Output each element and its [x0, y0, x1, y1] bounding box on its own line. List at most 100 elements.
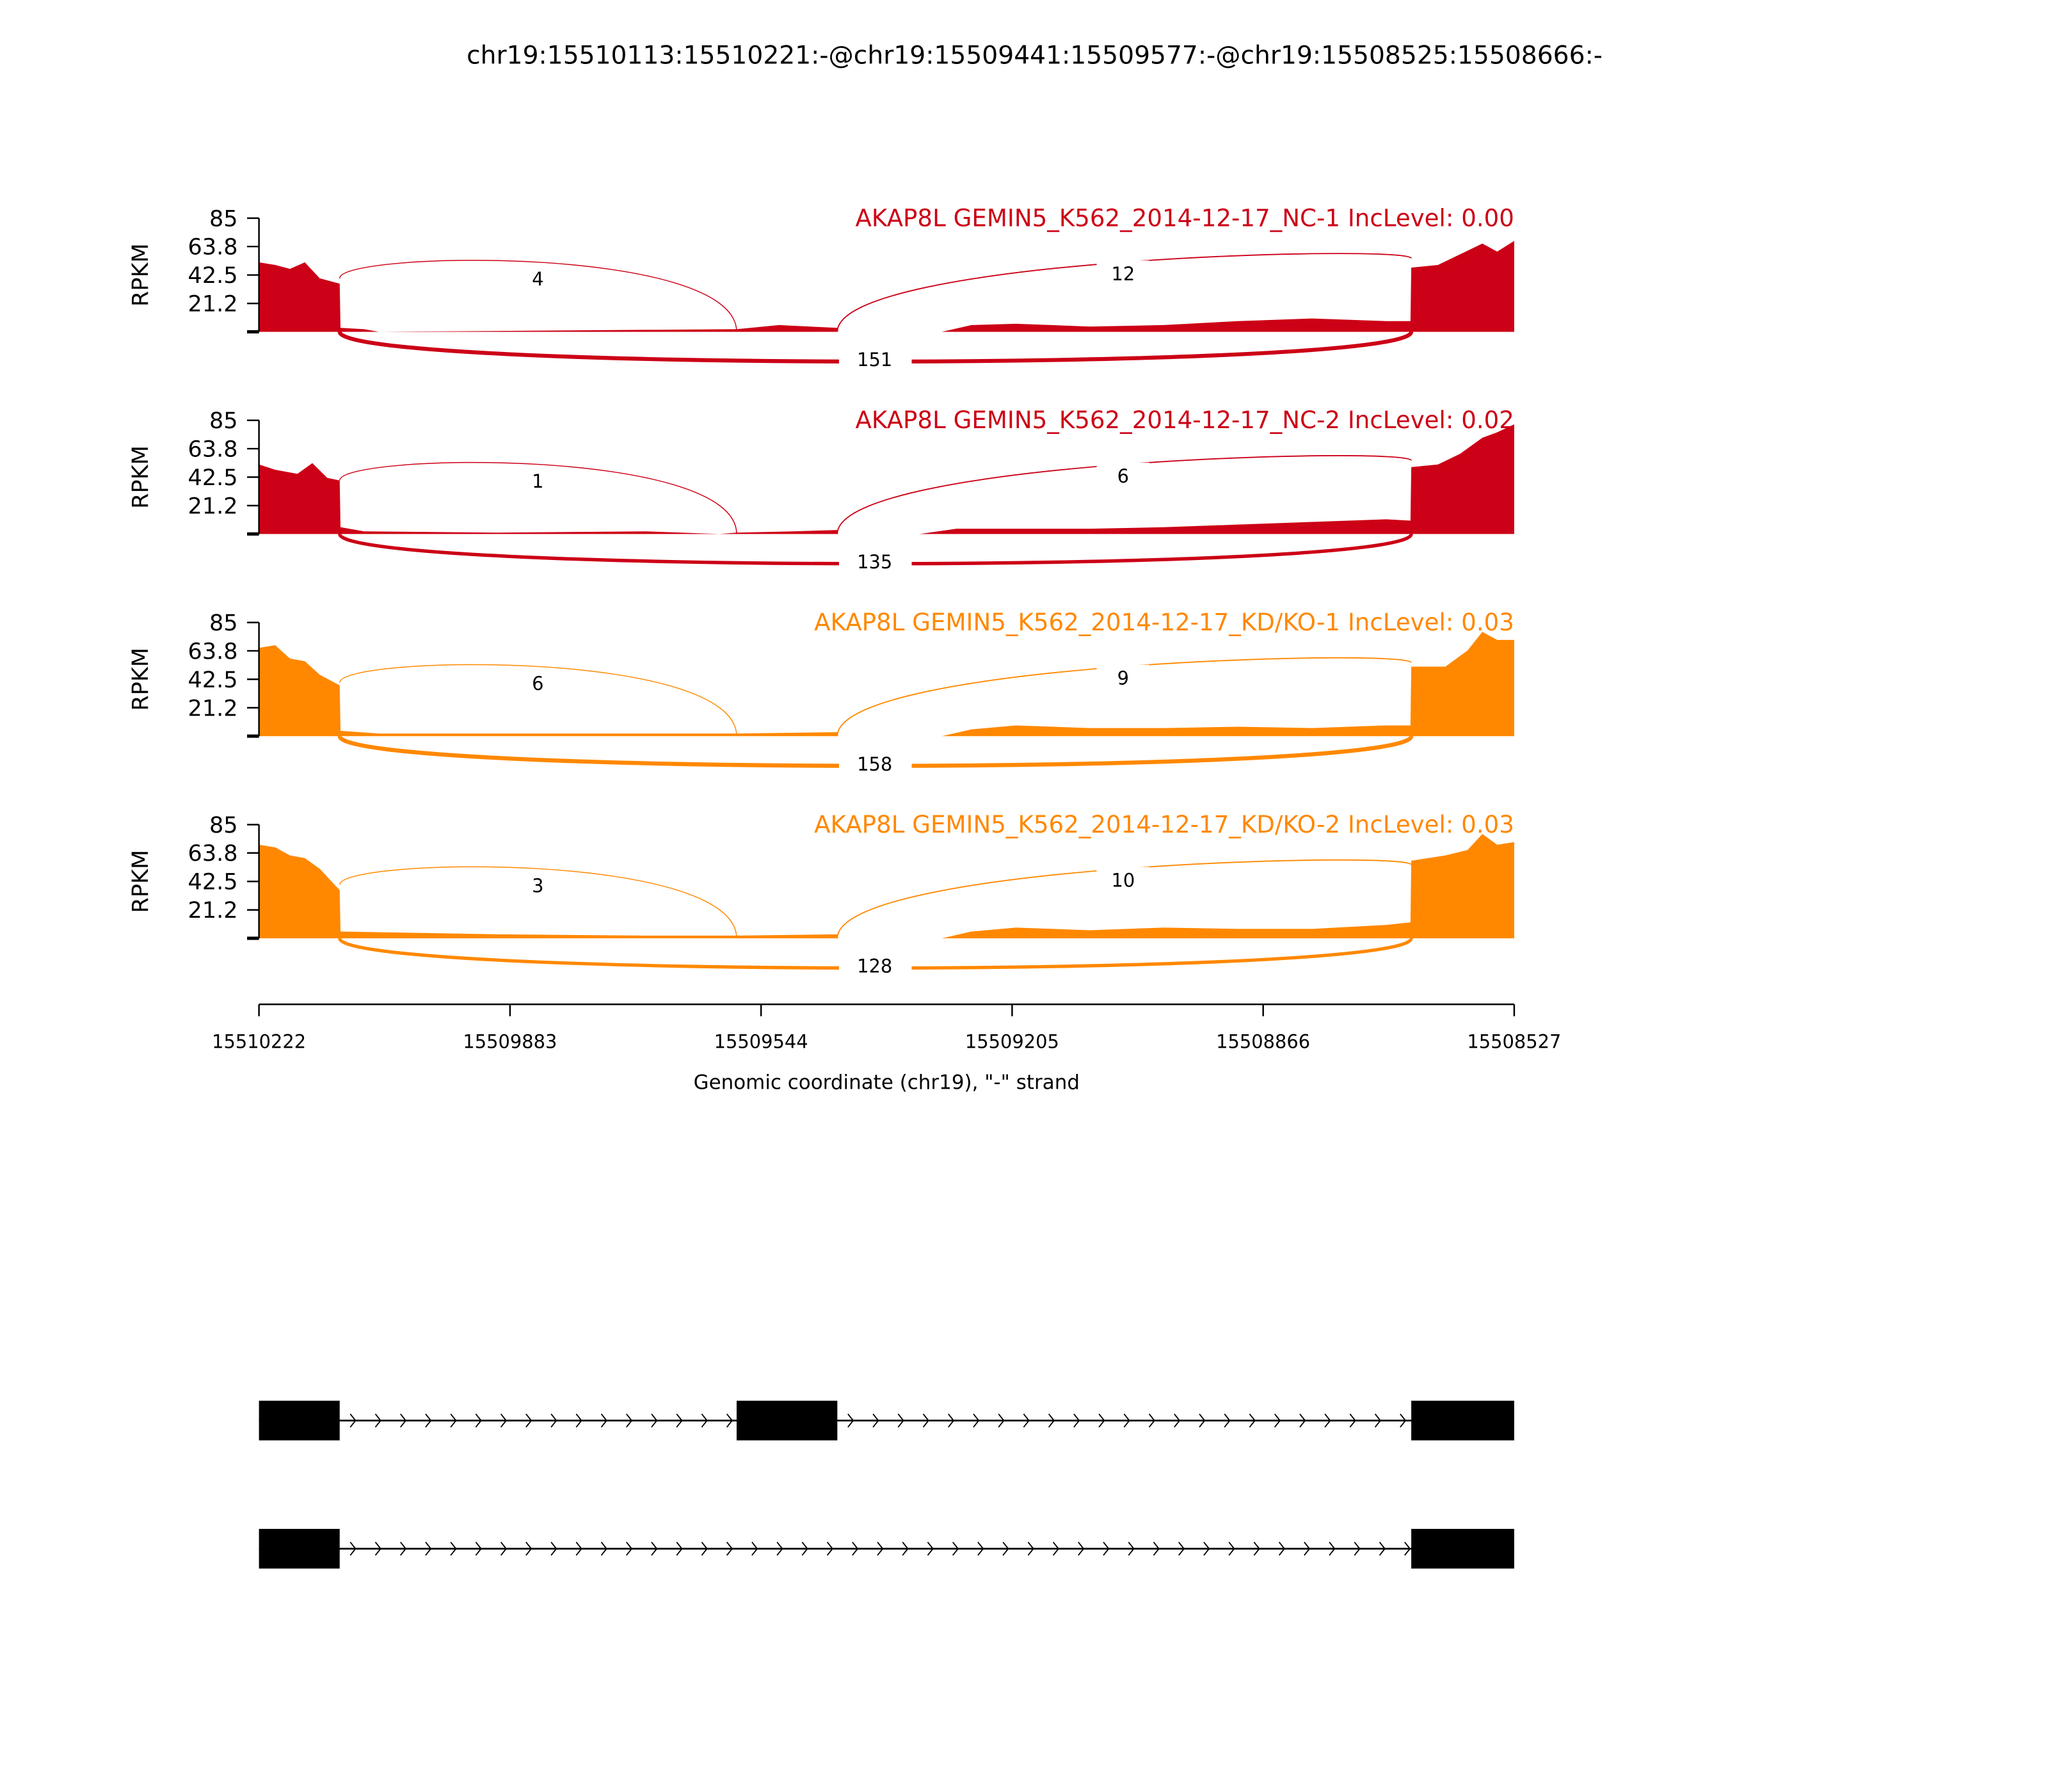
- junction-count-skipping: 128: [857, 956, 892, 977]
- strand-arrow-icon: [1078, 1541, 1085, 1556]
- junction-count-skipping: 158: [857, 753, 892, 775]
- y-tick-label: 42.5: [188, 869, 238, 895]
- junction-label-bg: [838, 346, 912, 371]
- junction-count-downstream: 12: [1111, 263, 1135, 285]
- strand-arrow-icon: [922, 1413, 929, 1428]
- y-tick-label: 21.2: [188, 695, 238, 721]
- junction-count-upstream: 4: [532, 268, 543, 290]
- junction-count-downstream: 9: [1117, 668, 1129, 689]
- strand-arrow-icon: [1400, 1413, 1407, 1428]
- junction-label-bg: [518, 468, 558, 492]
- strand-arrow-icon: [1354, 1541, 1361, 1556]
- strand-arrow-icon: [626, 1413, 633, 1428]
- exon-block: [259, 1400, 340, 1441]
- strand-arrow-icon: [575, 1413, 582, 1428]
- strand-arrow-icon: [1098, 1413, 1105, 1428]
- junction-label-bg: [838, 952, 912, 977]
- exon-block: [1411, 1400, 1514, 1441]
- strand-arrow-icon: [1073, 1413, 1080, 1428]
- junction-count-downstream: 10: [1111, 870, 1135, 892]
- strand-arrow-icon: [847, 1413, 854, 1428]
- strand-arrow-icon: [475, 1541, 482, 1556]
- strand-arrow-icon: [525, 1413, 532, 1428]
- strand-arrow-icon: [998, 1413, 1005, 1428]
- y-tick-label: 21.2: [188, 493, 238, 519]
- x-axis: 15510222 15509883 15509544 15509205 15508866…: [212, 1004, 1561, 1052]
- strand-arrow-icon: [626, 1541, 633, 1556]
- strand-arrow-icon: [726, 1541, 733, 1556]
- strand-arrow-icon: [872, 1413, 879, 1428]
- junction-label-bg: [1096, 260, 1150, 285]
- x-tick-label: 15509544: [714, 1030, 808, 1052]
- y-tick-label: 63.8: [188, 234, 238, 260]
- strand-arrow-icon: [676, 1413, 683, 1428]
- strand-arrow-icon: [897, 1413, 904, 1428]
- strand-arrow-icon: [973, 1413, 980, 1428]
- y-tick-label: 63.8: [188, 638, 238, 664]
- junction-label-bg: [1096, 462, 1150, 486]
- transcript: [259, 1528, 1514, 1569]
- strand-arrow-icon: [525, 1541, 532, 1556]
- y-tick-label: 42.5: [188, 262, 238, 289]
- strand-arrow-icon: [801, 1541, 808, 1556]
- junction-label-bg: [1096, 664, 1150, 689]
- x-tick-label: 15509883: [463, 1030, 557, 1052]
- strand-arrow-icon: [400, 1541, 407, 1556]
- coverage-area: [259, 834, 1514, 939]
- strand-arrow-icon: [676, 1541, 683, 1556]
- strand-arrow-icon: [1178, 1541, 1185, 1556]
- sample-label: AKAP8L GEMIN5_K562_2014-12-17_NC-2 IncLe…: [855, 406, 1514, 434]
- junction-count-upstream: 3: [532, 875, 543, 897]
- strand-arrow-icon: [1123, 1413, 1130, 1428]
- strand-arrow-icon: [1023, 1413, 1030, 1428]
- strand-arrow-icon: [1027, 1541, 1034, 1556]
- strand-arrow-icon: [475, 1413, 482, 1428]
- strand-arrow-icon: [1329, 1541, 1336, 1556]
- strand-arrow-icon: [1404, 1541, 1411, 1556]
- strand-arrow-icon: [600, 1541, 607, 1556]
- x-tick-label: 15508527: [1467, 1030, 1561, 1052]
- junction-arc-upstream: [339, 461, 737, 534]
- strand-arrow-icon: [927, 1541, 934, 1556]
- strand-arrow-icon: [701, 1541, 708, 1556]
- y-tick-label: 63.8: [188, 436, 238, 462]
- strand-arrow-icon: [877, 1541, 884, 1556]
- junction-count-skipping: 151: [857, 349, 892, 371]
- junction-label-bg: [838, 548, 912, 573]
- y-tick-label: 21.2: [188, 897, 238, 924]
- strand-arrow-icon: [349, 1541, 356, 1556]
- exon-block: [736, 1400, 838, 1441]
- strand-arrow-icon: [952, 1541, 959, 1556]
- y-tick-label: 85: [209, 205, 238, 232]
- y-tick-label: 21.2: [188, 291, 238, 317]
- strand-arrow-icon: [1002, 1541, 1009, 1556]
- strand-arrow-icon: [852, 1541, 859, 1556]
- junction-arc-upstream: [339, 664, 737, 737]
- coverage-area: [259, 424, 1514, 534]
- junction-label-bg: [518, 266, 558, 290]
- junction-count-downstream: 6: [1117, 465, 1129, 487]
- strand-arrow-icon: [425, 1541, 432, 1556]
- junction-count-upstream: 1: [532, 470, 543, 492]
- strand-arrow-icon: [450, 1541, 457, 1556]
- strand-arrow-icon: [1228, 1541, 1235, 1556]
- sample-label: AKAP8L GEMIN5_K562_2014-12-17_KD/KO-2 In…: [814, 811, 1514, 838]
- strand-arrow-icon: [1299, 1413, 1306, 1428]
- x-axis-label: Genomic coordinate (chr19), "-" strand: [694, 1071, 1080, 1094]
- y-axis-label: RPKM: [127, 445, 154, 509]
- strand-arrow-icon: [1199, 1413, 1206, 1428]
- strand-arrow-icon: [1148, 1413, 1156, 1428]
- gene-model-tracks: [259, 1400, 1514, 1569]
- strand-arrow-icon: [575, 1541, 582, 1556]
- strand-arrow-icon: [1253, 1541, 1260, 1556]
- strand-arrow-icon: [1324, 1413, 1331, 1428]
- strand-arrow-icon: [400, 1413, 407, 1428]
- junction-arc-upstream: [339, 866, 737, 939]
- strand-arrow-icon: [450, 1413, 457, 1428]
- strand-arrow-icon: [1374, 1413, 1382, 1428]
- y-tick-label: 85: [209, 408, 238, 434]
